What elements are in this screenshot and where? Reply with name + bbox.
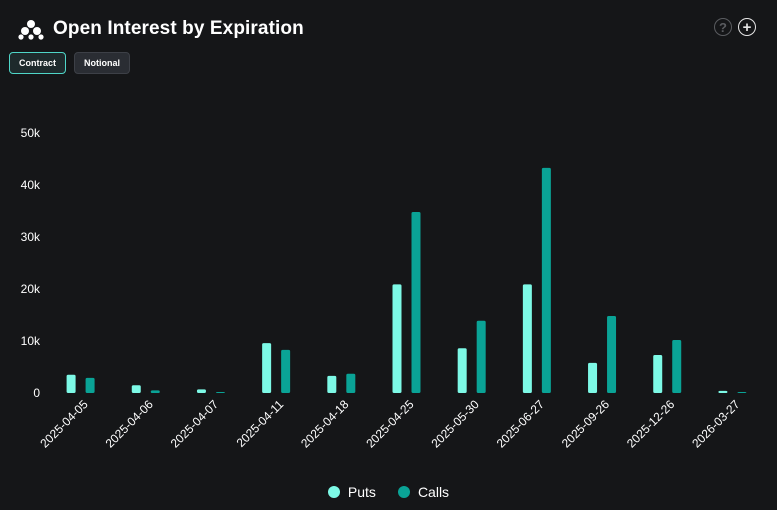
y-tick-label: 40k — [21, 178, 41, 192]
chart-header: Open Interest by Expiration — [18, 18, 304, 40]
x-tick-label: 2025-04-25 — [363, 397, 417, 451]
x-tick-label: 2025-04-06 — [103, 397, 157, 451]
x-tick-label: 2025-04-18 — [298, 397, 352, 451]
legend-puts[interactable]: Puts — [327, 484, 376, 500]
calls-legend-dot — [397, 486, 410, 498]
notional-toggle-button[interactable]: Notional — [74, 52, 131, 74]
add-icon[interactable]: + — [738, 18, 756, 36]
x-tick-label: 2026-03-27 — [689, 397, 743, 451]
calls-bar-2026-03-27[interactable] — [737, 391, 747, 393]
puts-bar-2025-05-30[interactable] — [457, 348, 467, 393]
puts-bar-2025-04-05[interactable] — [66, 374, 76, 393]
calls-bar-2025-12-26[interactable] — [672, 339, 682, 393]
chart-legend: Puts Calls — [0, 484, 777, 500]
puts-bar-2025-04-18[interactable] — [327, 375, 337, 393]
y-tick-label: 10k — [21, 334, 41, 348]
calls-legend-label: Calls — [417, 484, 450, 500]
metric-toggle-group: Contract Notional — [9, 52, 131, 74]
puts-legend-dot — [327, 486, 340, 498]
help-icon[interactable]: ? — [714, 18, 732, 36]
puts-bar-2025-04-07[interactable] — [196, 389, 206, 393]
puts-bar-2025-04-25[interactable] — [392, 284, 402, 393]
puts-bar-2025-09-26[interactable] — [588, 362, 598, 393]
calls-bar-2025-05-30[interactable] — [476, 320, 486, 393]
calls-bar-2025-06-27[interactable] — [541, 167, 551, 393]
calls-bar-2025-04-25[interactable] — [411, 212, 421, 393]
logo-icon — [18, 20, 44, 40]
puts-bar-2025-12-26[interactable] — [653, 355, 663, 393]
calls-bar-2025-04-07[interactable] — [215, 391, 225, 393]
puts-bar-2026-03-27[interactable] — [718, 390, 728, 393]
x-tick-label: 2025-04-11 — [234, 397, 287, 450]
calls-bar-2025-09-26[interactable] — [607, 316, 617, 393]
puts-legend-label: Puts — [347, 484, 376, 500]
calls-bar-2025-04-05[interactable] — [85, 377, 95, 393]
puts-bar-2025-06-27[interactable] — [522, 284, 532, 393]
y-tick-label: 50k — [21, 126, 41, 140]
calls-bar-2025-04-18[interactable] — [346, 373, 356, 393]
x-tick-label: 2025-04-07 — [168, 397, 222, 451]
calls-bar-2025-04-06[interactable] — [150, 390, 160, 393]
legend-calls[interactable]: Calls — [397, 484, 450, 500]
x-tick-label: 2025-04-05 — [37, 397, 91, 451]
calls-bar-2025-04-11[interactable] — [281, 349, 291, 393]
x-tick-label: 2025-09-26 — [559, 397, 613, 451]
x-tick-label: 2025-12-26 — [624, 397, 678, 451]
header-actions: ? + — [714, 18, 756, 36]
page-title: Open Interest by Expiration — [53, 18, 304, 39]
y-tick-label: 30k — [21, 230, 41, 244]
y-tick-label: 0 — [33, 386, 40, 400]
puts-bar-2025-04-06[interactable] — [131, 385, 141, 393]
y-tick-label: 20k — [21, 282, 41, 296]
contract-toggle-button[interactable]: Contract — [9, 52, 67, 74]
x-tick-label: 2025-06-27 — [494, 397, 548, 451]
x-tick-label: 2025-05-30 — [428, 397, 482, 451]
puts-bar-2025-04-11[interactable] — [262, 343, 272, 393]
